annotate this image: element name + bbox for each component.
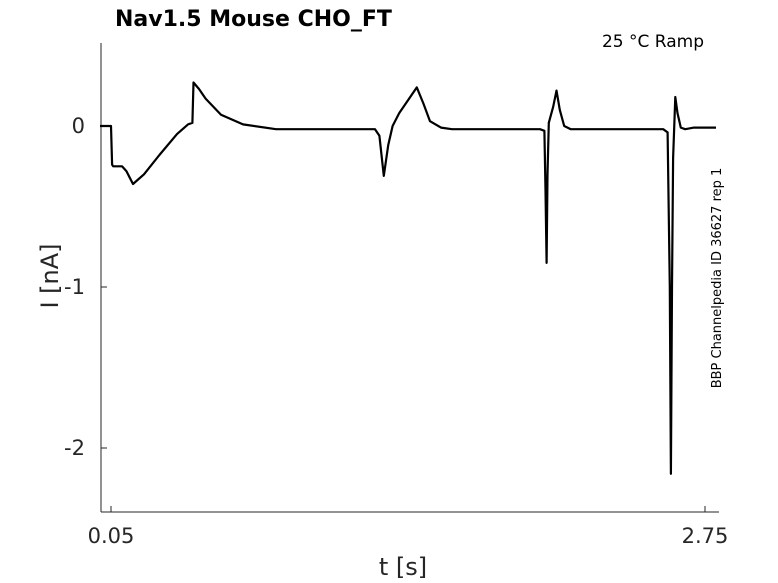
- x-tick-label: 0.05: [88, 524, 135, 548]
- condition-label: 25 °C Ramp: [602, 32, 704, 52]
- x-axis-label: t [s]: [379, 553, 427, 581]
- y-axis-label: I [nA]: [36, 243, 64, 308]
- series-layer: [100, 81, 716, 475]
- y-tick-label: -2: [64, 436, 85, 460]
- axis-ticks: -2 -1 0 0.05 2.75: [64, 114, 728, 548]
- x-tick-label: 2.75: [682, 524, 729, 548]
- side-label: BBP Channelpedia ID 36627 rep 1: [710, 168, 725, 389]
- current-trace-line: [100, 81, 716, 475]
- chart-title: Nav1.5 Mouse CHO_FT: [115, 7, 392, 32]
- y-tick-label: 0: [72, 114, 85, 138]
- y-tick-label: -1: [64, 275, 85, 299]
